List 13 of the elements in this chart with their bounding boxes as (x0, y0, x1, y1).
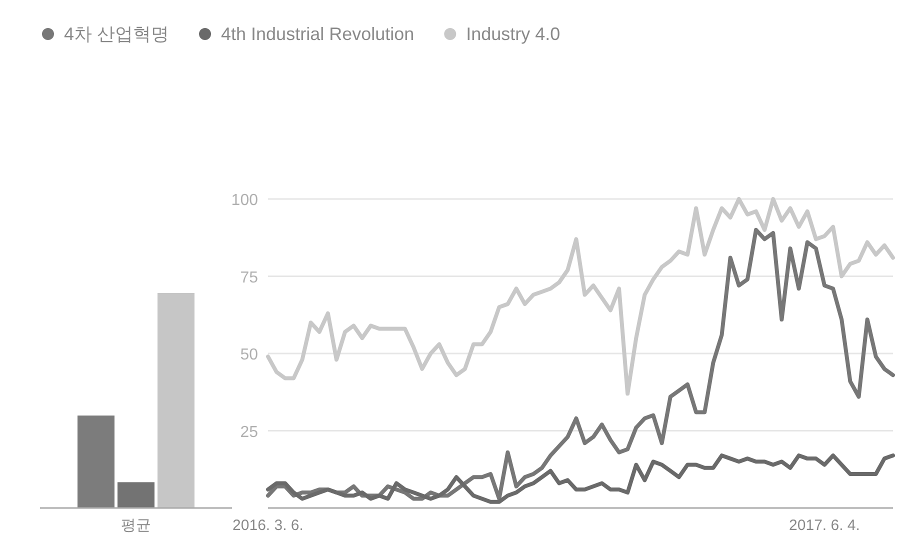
x-tick-label: 평균 (121, 517, 151, 534)
legend-label: Industry 4.0 (466, 24, 560, 44)
legend-label: 4차 산업혁명 (64, 24, 170, 44)
y-tick-label: 75 (240, 269, 258, 286)
x-tick-label: 2017. 6. 4. (789, 517, 860, 534)
y-tick-label: 25 (240, 424, 258, 441)
y-tick-label: 100 (231, 192, 258, 209)
x-tick-label: 2016. 3. 6. (232, 517, 304, 534)
y-tick-label: 50 (240, 346, 258, 364)
legend-label: 4th Industrial Revolution (221, 24, 414, 44)
line-series (266, 197, 895, 396)
line-series (266, 228, 895, 501)
line-series (266, 453, 895, 504)
